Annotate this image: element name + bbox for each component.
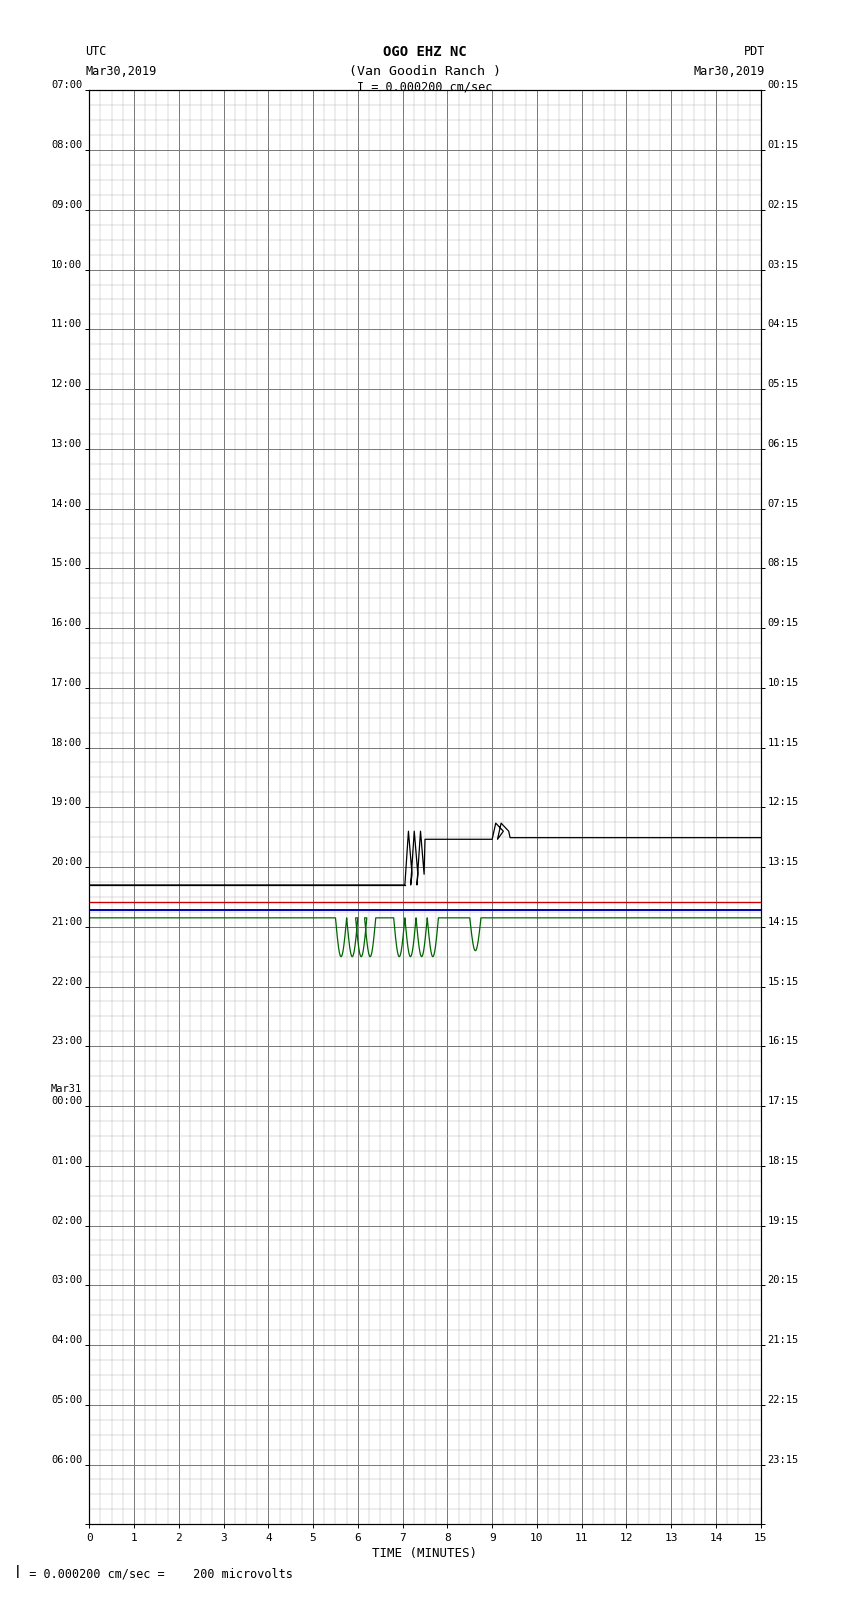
Text: (Van Goodin Ranch ): (Van Goodin Ranch ) — [349, 65, 501, 77]
Text: Mar30,2019: Mar30,2019 — [85, 65, 156, 77]
Text: OGO EHZ NC: OGO EHZ NC — [383, 45, 467, 60]
X-axis label: TIME (MINUTES): TIME (MINUTES) — [372, 1547, 478, 1560]
Text: UTC: UTC — [85, 45, 106, 58]
Text: I = 0.000200 cm/sec: I = 0.000200 cm/sec — [357, 81, 493, 94]
Text: PDT: PDT — [744, 45, 765, 58]
Text: = 0.000200 cm/sec =    200 microvolts: = 0.000200 cm/sec = 200 microvolts — [15, 1568, 293, 1581]
Text: Mar30,2019: Mar30,2019 — [694, 65, 765, 77]
Text: |: | — [14, 1565, 21, 1578]
